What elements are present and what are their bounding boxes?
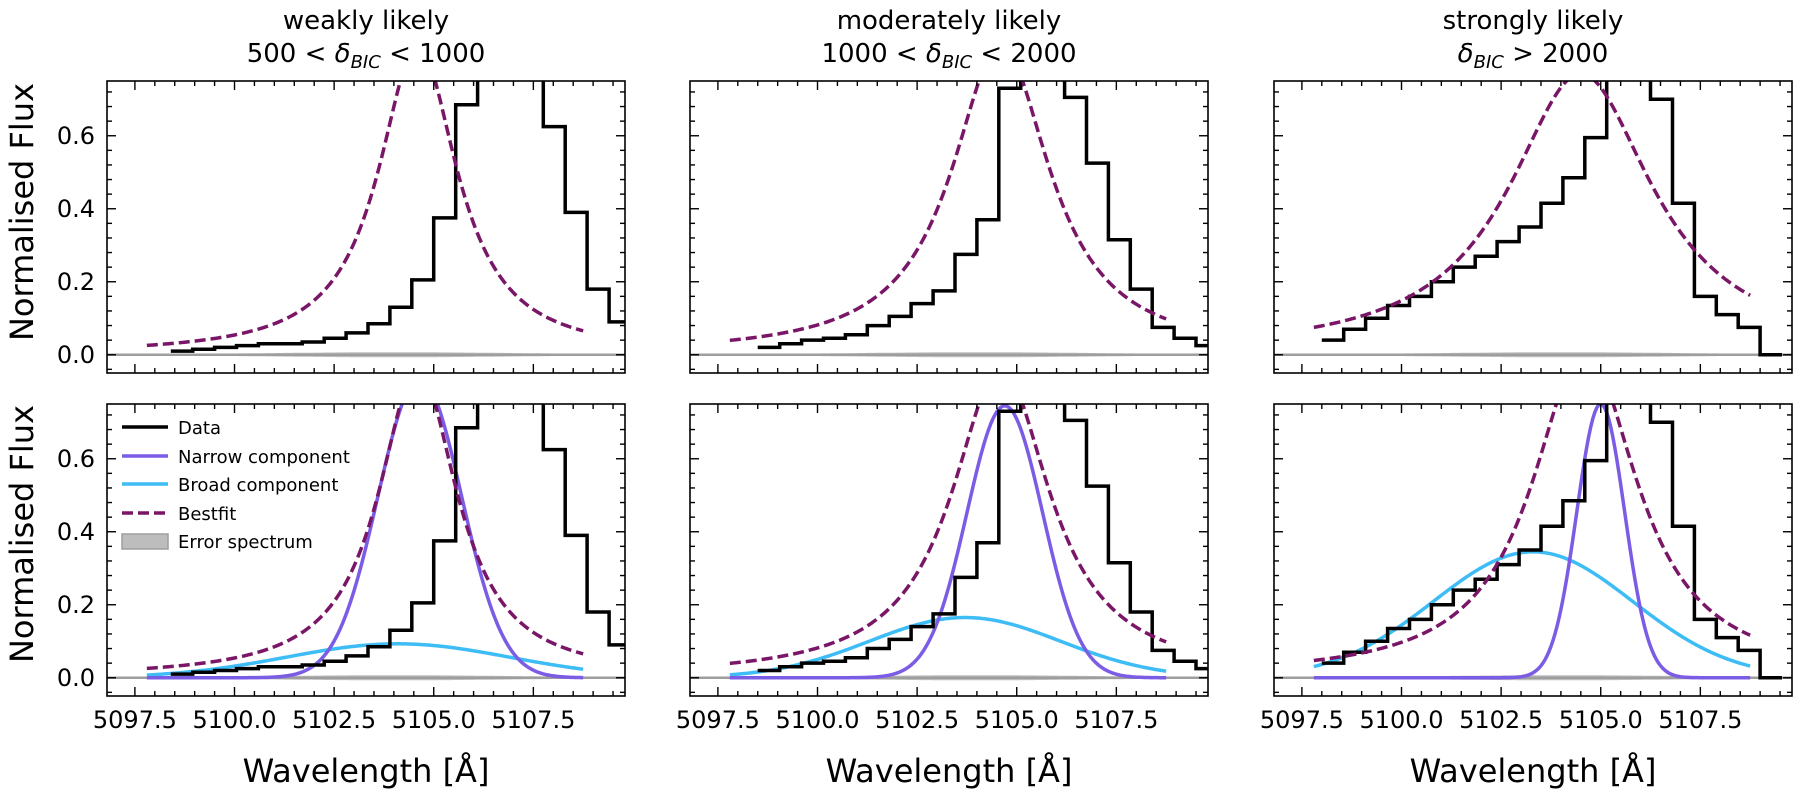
y-tick-label: 0.0 (57, 664, 95, 692)
ticks (107, 81, 625, 373)
plot-area (690, 404, 1208, 681)
legend-data-label: Data (178, 418, 221, 439)
x-tick-label: 5102.5 (292, 706, 376, 734)
x-axis-label-2: Wavelength [Å] (826, 752, 1073, 790)
subtitle-post: < 1000 (381, 39, 485, 69)
legend-error-label: Error spectrum (178, 532, 313, 553)
legend: Data Narrow component Broad component Be… (121, 418, 350, 553)
plot-area (107, 404, 625, 681)
plot-area (1274, 404, 1792, 681)
y-axis-label-top: Normalised Flux (3, 83, 41, 341)
x-tick-label: 5100.0 (1360, 706, 1444, 734)
narrow-component-line (146, 404, 584, 680)
x-tick-label: 5102.5 (875, 706, 959, 734)
ticks (107, 404, 625, 696)
subtitle-delta: δ (335, 39, 351, 69)
y-tick-label: 0.2 (57, 591, 95, 619)
panel-6: 5097.5 5100.0 5102.5 5105.0 5107.5 (1260, 403, 1793, 734)
ticks (1274, 81, 1792, 373)
subtitle-delta: δ (1458, 39, 1474, 69)
x-tick-label: 5107.5 (1658, 706, 1742, 734)
bestfit-line (146, 404, 584, 671)
subtitle-sub: BIC (1474, 52, 1505, 73)
panel-5: 5097.5 5100.0 5102.5 5105.0 5107.5 (676, 403, 1209, 734)
column-title-2: moderately likely (837, 6, 1062, 36)
data-step-line (170, 81, 625, 353)
y-tick-label: 0.4 (57, 195, 95, 223)
legend-error-swatch (121, 533, 169, 550)
bestfit-line (146, 81, 584, 348)
bestfit-line (1313, 404, 1751, 663)
x-tick-label: 5097.5 (1260, 706, 1344, 734)
axes-frame (1273, 403, 1793, 697)
axes-frame (689, 403, 1209, 697)
x-tick-label: 5097.5 (676, 706, 760, 734)
bestfit-line (1313, 81, 1752, 330)
narrow-component-line (729, 404, 1167, 680)
subtitle-sub: BIC (351, 52, 382, 73)
plot-area (1274, 81, 1792, 358)
x-tick-label: 5100.0 (193, 706, 277, 734)
bestfit-line (729, 81, 1167, 343)
subtitle-post: < 2000 (972, 39, 1076, 69)
legend-bestfit-label: Bestfit (178, 504, 236, 525)
column-title-3: strongly likely (1443, 6, 1624, 36)
legend-narrow-label: Narrow component (178, 447, 350, 468)
x-tick-label: 5100.0 (776, 706, 860, 734)
column-subtitle-3: δBIC > 2000 (1458, 39, 1609, 73)
ticks (690, 404, 1208, 696)
y-tick-label: 0.2 (57, 268, 95, 296)
subtitle-pre: 500 < (247, 39, 335, 69)
data-step-line (1321, 404, 1782, 680)
panel-4: 0.0 0.2 0.4 0.6 5097.5 5100.0 5102.5 5105.0 5107… (57, 403, 626, 734)
x-tick-label: 5105.0 (1559, 706, 1643, 734)
panel-3 (1273, 80, 1793, 374)
x-tick-label: 5107.5 (491, 706, 575, 734)
x-tick-label: 5097.5 (93, 706, 177, 734)
plot-area (107, 81, 625, 358)
broad-component-line (146, 642, 584, 677)
subtitle-delta: δ (926, 39, 942, 69)
x-tick-label: 5105.0 (392, 706, 476, 734)
x-tick-label: 5105.0 (975, 706, 1059, 734)
data-step-line (757, 81, 1208, 350)
plot-area (690, 81, 1208, 358)
axes-frame (106, 403, 626, 697)
data-step-line (1321, 81, 1782, 357)
column-subtitle-1: 500 < δBIC < 1000 (247, 39, 486, 73)
subtitle-pre: 1000 < (821, 39, 925, 69)
y-tick-label: 0.0 (57, 341, 95, 369)
axes-frame (1273, 80, 1793, 374)
y-axis-label-bottom: Normalised Flux (3, 405, 41, 663)
y-tick-label: 0.6 (57, 445, 95, 473)
column-subtitle-2: 1000 < δBIC < 2000 (821, 39, 1076, 73)
y-tick-label: 0.4 (57, 518, 95, 546)
ticks (690, 81, 1208, 373)
subtitle-post: > 2000 (1504, 39, 1608, 69)
panel-2 (689, 80, 1209, 374)
panels: 0.0 0.2 0.4 0.6 0.0 0.2 0.4 0.6 5097.5 5100.0 5102… (57, 80, 1793, 734)
axes-frame (106, 80, 626, 374)
data-step-line (757, 404, 1208, 673)
axes-frame (689, 80, 1209, 374)
column-title-1: weakly likely (283, 6, 449, 36)
data-step-line (170, 404, 625, 676)
narrow-component-line (1313, 404, 1751, 680)
legend-broad-label: Broad component (178, 475, 338, 496)
x-tick-label: 5107.5 (1074, 706, 1158, 734)
subtitle-sub: BIC (942, 52, 973, 73)
x-axis-label-3: Wavelength [Å] (1410, 752, 1657, 790)
bestfit-line (729, 404, 1167, 666)
x-axis-label-1: Wavelength [Å] (243, 752, 490, 790)
x-tick-label: 5102.5 (1459, 706, 1543, 734)
y-tick-label: 0.6 (57, 122, 95, 150)
panel-1: 0.0 0.2 0.4 0.6 (57, 80, 626, 374)
ticks (1274, 404, 1792, 696)
